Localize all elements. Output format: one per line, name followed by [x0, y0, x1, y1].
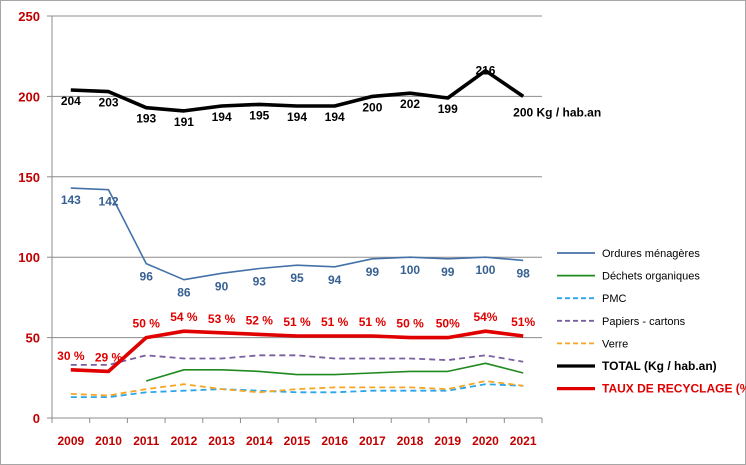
data-label-taux: 54 % — [170, 310, 198, 324]
data-label-total: 193 — [136, 112, 156, 126]
xtick-label: 2012 — [171, 434, 198, 448]
series-line-pmc — [70, 383, 524, 398]
data-label-om: 100 — [475, 263, 495, 277]
xtick-label: 2015 — [284, 434, 311, 448]
ytick-label: 0 — [33, 411, 40, 426]
axes: 0 50 100 150 200 250 2009 2010 2011 2012 2013 2014 2… — [18, 9, 543, 448]
data-label-taux: 50 % — [133, 317, 161, 331]
data-label-om: 98 — [516, 266, 530, 280]
data-label-om: 99 — [366, 265, 380, 279]
xtick-label: 2009 — [57, 434, 84, 448]
xtick-label: 2017 — [359, 434, 386, 448]
data-label-om: 86 — [177, 286, 191, 300]
series-line-total — [70, 68, 525, 113]
data-label-taux: 52 % — [246, 313, 274, 327]
legend-label-do: Déchets organiques — [602, 271, 700, 283]
legend-label-total: TOTAL (Kg / hab.an) — [602, 359, 717, 373]
data-label-total: 204 — [61, 94, 81, 108]
data-label-total: 191 — [174, 115, 194, 129]
data-label-taux: 50% — [436, 317, 460, 331]
series-line-taux — [70, 329, 524, 374]
data-label-total: 194 — [287, 110, 307, 124]
data-label-taux: 50 % — [396, 317, 424, 331]
data-label-taux: 29 % — [95, 350, 123, 364]
xtick-label: 2010 — [95, 434, 122, 448]
legend-label-taux: TAUX DE RECYCLAGE (%) — [602, 382, 746, 396]
data-label-total: 203 — [99, 96, 119, 110]
ytick-label: 200 — [18, 89, 40, 104]
xtick-label: 2018 — [397, 434, 424, 448]
data-label-total: 195 — [249, 108, 269, 122]
legend-label-verre: Verre — [602, 338, 628, 350]
data-label-om: 93 — [253, 274, 267, 288]
data-label-om: 95 — [290, 271, 304, 285]
data-label-taux: 54% — [473, 310, 497, 324]
xtick-label: 2021 — [510, 434, 537, 448]
ytick-label: 250 — [18, 9, 40, 24]
data-label-om: 99 — [441, 265, 455, 279]
data-label-taux: 51 % — [359, 315, 387, 329]
gridlines — [52, 15, 542, 339]
data-labels: 204 203 193 191 194 195 194 194 200 202 199 216 200 … — [57, 64, 601, 365]
data-label-om: 100 — [400, 263, 420, 277]
data-label-taux: 51% — [511, 315, 535, 329]
legend: Ordures ménagères Déchets organiques PMC Pa… — [557, 248, 746, 396]
xtick-label: 2019 — [434, 434, 461, 448]
xtick-label: 2016 — [321, 434, 348, 448]
plot-area — [70, 68, 525, 398]
xtick-label: 2011 — [133, 434, 159, 448]
data-label-total: 194 — [212, 110, 232, 124]
series-line-verre — [70, 380, 524, 397]
data-label-total: 200 — [362, 100, 382, 114]
data-label-total: 194 — [325, 110, 345, 124]
xtick-label: 2014 — [246, 434, 273, 448]
data-label-total: 202 — [400, 97, 420, 111]
data-label-om: 96 — [140, 270, 154, 284]
data-label-taux: 51 % — [283, 315, 311, 329]
data-label-om: 90 — [215, 279, 229, 293]
legend-label-om: Ordures ménagères — [602, 248, 700, 260]
data-label-taux: 51 % — [321, 315, 349, 329]
xtick-label: 2020 — [472, 434, 499, 448]
series-line-om — [70, 187, 524, 281]
data-label-taux: 53 % — [208, 312, 236, 326]
data-label-om: 142 — [99, 195, 119, 209]
ytick-label: 150 — [18, 170, 40, 185]
data-label-taux: 30 % — [57, 349, 85, 363]
data-label-total: 216 — [475, 64, 495, 78]
xtick-label: 2013 — [208, 434, 235, 448]
series-line-do — [145, 362, 524, 382]
data-label-total: 200 Kg / hab.an — [513, 105, 601, 119]
ytick-label: 50 — [26, 331, 40, 346]
data-label-om: 94 — [328, 273, 342, 287]
data-label-om: 143 — [61, 193, 81, 207]
legend-label-pmc: PMC — [602, 293, 627, 305]
legend-label-pap: Papiers - cartons — [602, 316, 686, 328]
ytick-label: 100 — [18, 250, 40, 265]
data-label-total: 199 — [438, 102, 458, 116]
